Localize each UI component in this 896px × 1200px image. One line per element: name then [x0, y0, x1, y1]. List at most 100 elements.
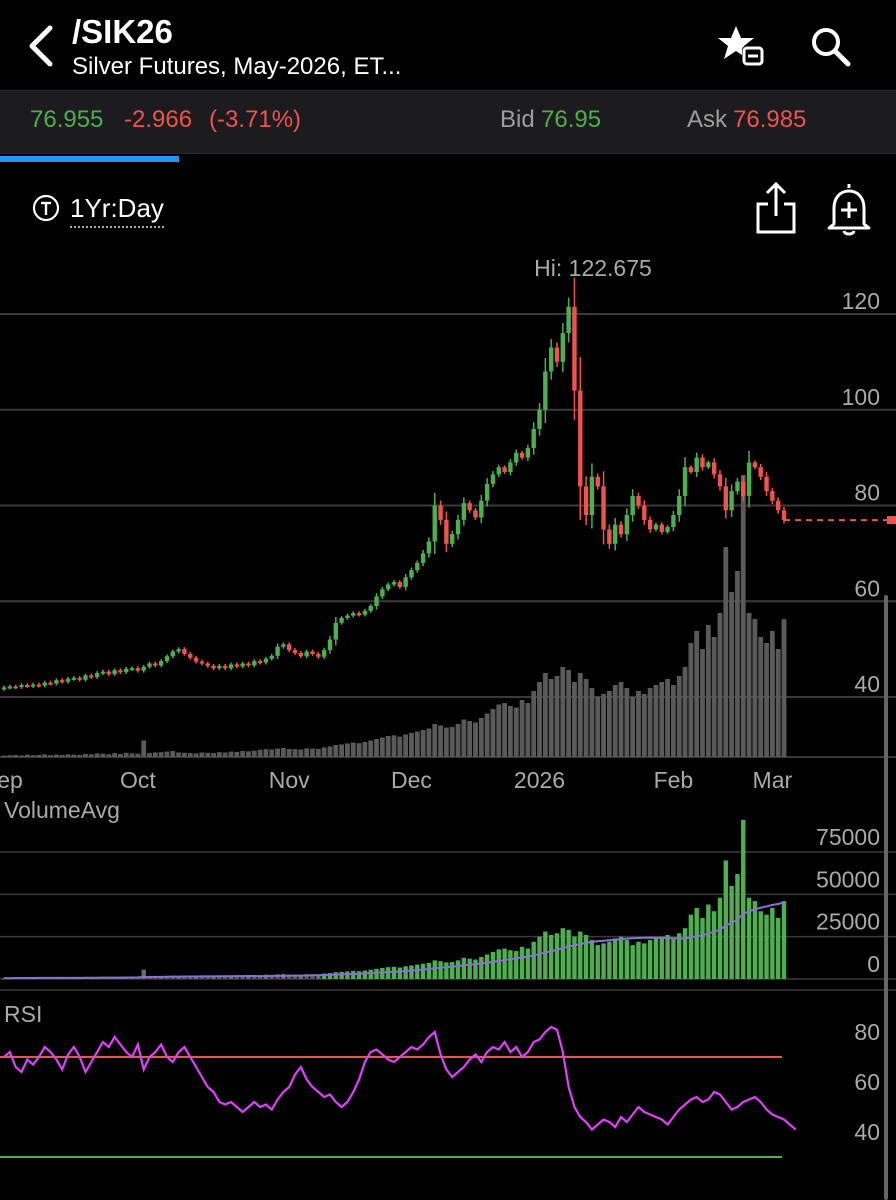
price-change-percent: (-3.71%): [209, 106, 302, 133]
price-volume-bar: [601, 694, 606, 757]
price-volume-bar: [659, 682, 665, 757]
price-volume-bar: [583, 679, 589, 757]
volume-bar: [659, 936, 664, 979]
candle-body: [217, 665, 222, 669]
candle-body: [764, 476, 769, 492]
candle-body: [1, 687, 7, 690]
candle-body: [659, 524, 664, 532]
candle-body: [461, 503, 467, 520]
candle-body: [711, 462, 717, 475]
volume-bar: [368, 969, 373, 979]
volume-bar: [601, 943, 606, 979]
candle-body: [630, 495, 635, 516]
volume-bar: [356, 971, 362, 979]
volume-bar: [624, 940, 630, 979]
alert-add-icon[interactable]: [824, 180, 874, 236]
candle-body: [281, 644, 286, 647]
volume-bar: [409, 965, 414, 979]
price-volume-bar: [467, 721, 473, 757]
candle-body: [677, 495, 682, 516]
timeframe-selector[interactable]: 1Yr:Day: [70, 192, 164, 228]
volume-bar: [217, 976, 222, 979]
candle-body: [642, 505, 647, 520]
symbol-title: /SIK26: [72, 13, 173, 50]
candle-body: [65, 678, 71, 682]
symbol-description[interactable]: Silver Futures, May-2026, ET...: [72, 53, 402, 80]
volume-bar: [746, 897, 752, 979]
back-icon[interactable]: [22, 22, 62, 70]
candle-body: [304, 651, 309, 657]
price-volume-bar: [717, 613, 723, 757]
volume-bar: [700, 918, 705, 979]
candle-body: [426, 541, 432, 554]
volume-bar: [548, 934, 554, 979]
x-axis-label: Mar: [753, 767, 793, 793]
x-axis-label: Feb: [654, 767, 694, 793]
candle-body: [775, 500, 781, 511]
volume-bar: [374, 968, 379, 979]
last-price-marker: [887, 516, 896, 525]
price-volume-bar: [490, 709, 496, 757]
candle-body: [48, 682, 53, 685]
volume-bar: [205, 976, 210, 979]
watchlist-add-icon[interactable]: [718, 24, 766, 68]
price-volume-bar: [385, 736, 391, 757]
candle-body: [205, 663, 210, 666]
candle-body: [7, 686, 13, 689]
price-volume-bar: [263, 749, 269, 757]
candle-body: [525, 448, 531, 458]
volume-bar: [560, 928, 566, 979]
candle-body: [83, 675, 88, 680]
share-icon[interactable]: [754, 180, 798, 236]
candle-body: [484, 483, 490, 501]
volume-bar: [461, 957, 467, 979]
price-volume-bar: [671, 685, 676, 757]
price-volume-bar: [71, 754, 77, 757]
header-bar: [0, 0, 896, 90]
volume-bar: [519, 946, 525, 979]
price-volume-bar: [345, 743, 350, 757]
volume-bar: [222, 976, 228, 979]
price-volume-bar: [286, 748, 292, 757]
x-axis-label: 2026: [514, 767, 565, 793]
price-volume-bar: [182, 752, 187, 757]
candle-body: [671, 515, 676, 528]
scrollbar[interactable]: [884, 595, 888, 1200]
price-volume-bar: [315, 748, 321, 757]
volume-bar: [618, 936, 624, 979]
price-volume-bar: [694, 631, 700, 757]
price-volume-bar: [53, 754, 59, 757]
candle-body: [409, 570, 414, 578]
candle-body: [356, 613, 362, 616]
volume-panel: VolumeAvg 75000 50000 25000 0: [0, 797, 896, 991]
timeframe-icon[interactable]: [32, 194, 60, 222]
price-axis-label: 80: [854, 480, 880, 506]
candle-body: [432, 505, 437, 542]
price-volume-bar: [595, 697, 601, 757]
volume-bar: [508, 950, 513, 979]
candle-body: [415, 562, 420, 571]
search-icon[interactable]: [808, 24, 852, 68]
volume-bar: [682, 928, 688, 979]
price-volume-bar: [729, 592, 735, 757]
price-volume-bar: [647, 688, 653, 757]
price-volume-bar: [496, 704, 502, 757]
volume-bar: [444, 962, 449, 979]
candle-body: [199, 661, 205, 664]
candle-body: [490, 474, 496, 484]
candle-body: [351, 613, 356, 616]
candle-body: [263, 658, 269, 663]
candle-body: [741, 481, 746, 496]
x-axis-label: Oct: [120, 767, 156, 793]
price-volume-bar: [758, 637, 764, 757]
candle-body: [403, 577, 408, 587]
rsi-panel-title: RSI: [4, 1001, 42, 1027]
price-volume-bar: [216, 752, 222, 757]
candle-body: [566, 306, 571, 334]
price-volume-bar: [24, 754, 30, 757]
candle-body: [94, 673, 100, 677]
candle-body: [222, 665, 228, 669]
volume-bar: [636, 941, 641, 979]
candle-body: [100, 671, 106, 674]
